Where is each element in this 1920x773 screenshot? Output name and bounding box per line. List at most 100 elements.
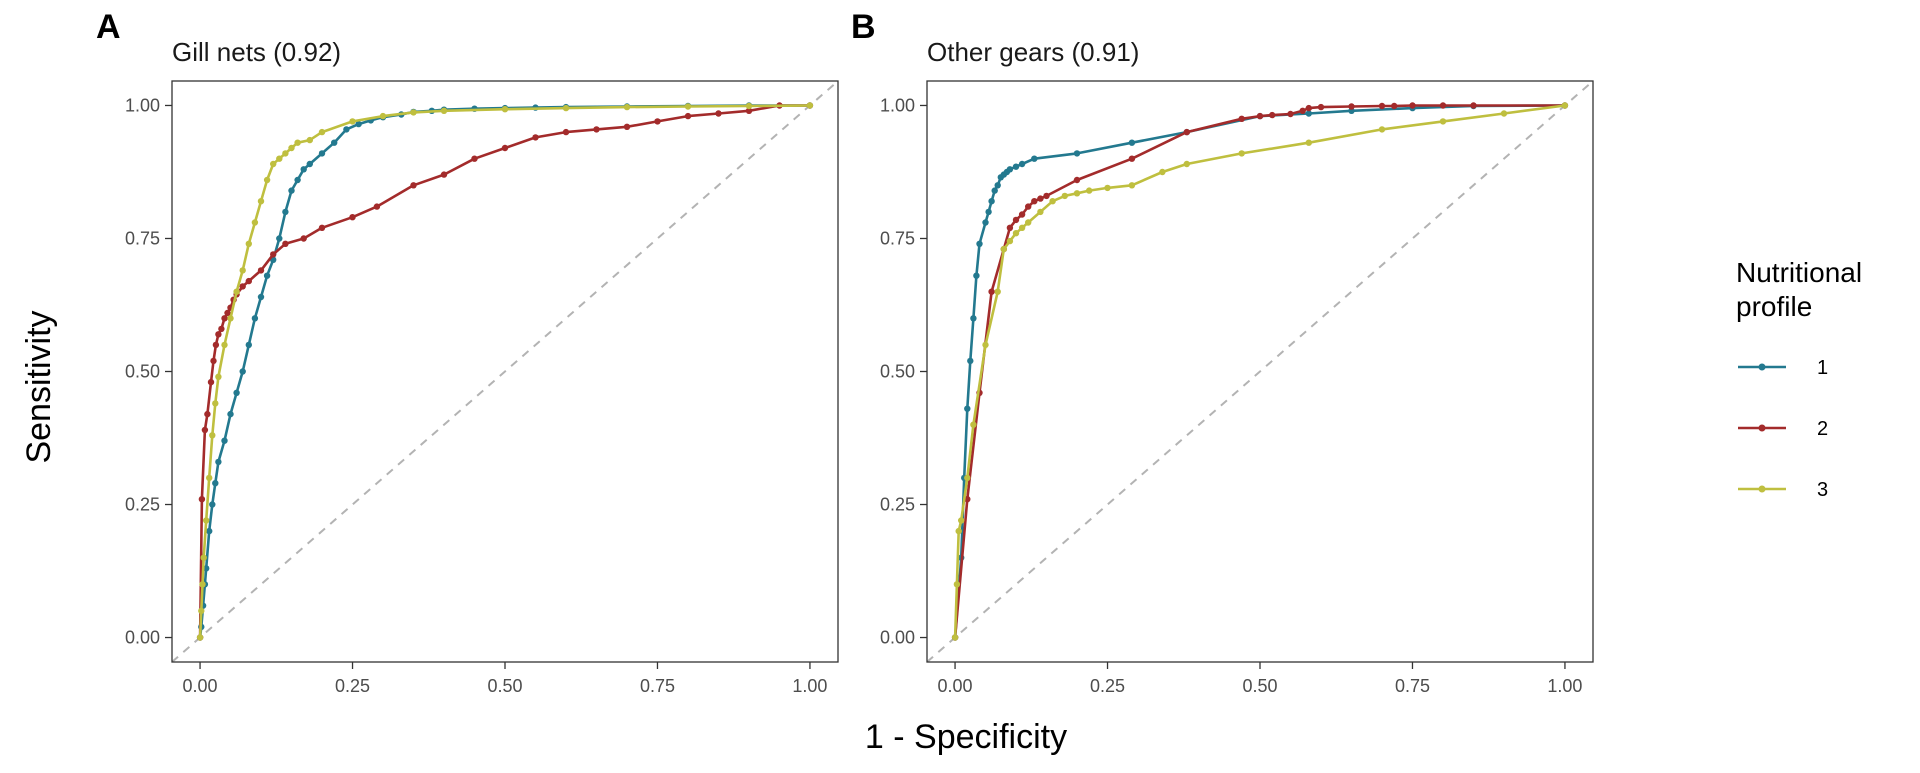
data-point-series-3 — [1049, 198, 1056, 205]
data-point-series-2 — [207, 378, 215, 386]
data-point-series-3 — [318, 128, 326, 136]
data-point-series-3 — [1183, 160, 1191, 168]
data-point-series-2 — [373, 203, 381, 210]
data-point-series-3 — [349, 118, 356, 125]
data-point-series-2 — [684, 112, 692, 120]
data-point-series-2 — [1348, 103, 1355, 110]
data-point-series-2 — [221, 315, 228, 322]
legend-label: 1 — [1817, 357, 1828, 379]
y-tick-label: 1.00 — [125, 95, 160, 115]
data-point-series-3 — [1305, 139, 1313, 146]
data-point-series-3 — [212, 400, 219, 407]
data-point-series-1 — [212, 480, 219, 487]
data-point-series-1 — [206, 527, 213, 535]
y-axis-title: Sensitivity — [20, 310, 58, 463]
data-point-series-1 — [1006, 166, 1014, 173]
legend-label: 3 — [1817, 479, 1828, 501]
legend-item-2: 2 — [1738, 418, 1828, 440]
data-point-series-3 — [1073, 190, 1081, 197]
x-tick-label: 0.00 — [183, 676, 218, 696]
x-tick-label: 0.75 — [640, 676, 675, 696]
data-point-series-2 — [1031, 198, 1038, 205]
data-point-series-1 — [982, 219, 989, 226]
data-point-series-1 — [991, 187, 998, 194]
data-point-series-2 — [1018, 211, 1026, 218]
data-point-series-1 — [245, 341, 252, 349]
data-point-series-1 — [973, 272, 980, 279]
data-point-series-3 — [1500, 110, 1508, 117]
data-point-series-2 — [1037, 195, 1044, 202]
data-point-series-2 — [532, 134, 539, 141]
data-point-series-1 — [355, 120, 362, 128]
data-point-series-1 — [988, 198, 995, 205]
x-tick-label: 0.50 — [1242, 676, 1277, 696]
data-point-series-2 — [1391, 102, 1398, 110]
legend-title-line-1: Nutritional — [1736, 257, 1862, 288]
data-point-series-2 — [440, 171, 448, 178]
data-point-series-2 — [215, 331, 222, 338]
data-point-series-1 — [994, 182, 1001, 189]
data-point-series-3 — [1000, 245, 1007, 253]
data-point-series-2 — [1439, 102, 1447, 109]
data-point-series-2 — [1470, 102, 1477, 109]
data-point-series-3 — [982, 341, 989, 349]
data-point-series-1 — [967, 357, 974, 365]
data-point-series-3 — [198, 607, 205, 615]
series-line-3 — [953, 104, 1566, 638]
x-tick-label: 1.00 — [1547, 676, 1582, 696]
data-point-series-3 — [623, 103, 631, 111]
data-point-series-2 — [1317, 103, 1325, 111]
panel-title: Other gears (0.91) — [927, 37, 1139, 67]
data-point-series-2 — [224, 309, 231, 317]
x-tick-label: 0.75 — [1395, 676, 1430, 696]
data-point-series-1 — [1073, 150, 1081, 157]
data-point-series-3 — [215, 373, 222, 380]
data-point-series-2 — [239, 283, 246, 290]
data-point-series-3 — [199, 581, 206, 588]
data-point-series-1 — [276, 235, 283, 242]
data-point-series-2 — [245, 277, 252, 285]
data-point-series-2 — [593, 126, 600, 133]
panels-layer: A Gill nets (0.92) 0.00 0.25 0.50 0.75 1.00 0.0… — [96, 8, 1594, 696]
data-point-series-3 — [501, 106, 509, 113]
legend-key-point — [1758, 363, 1766, 371]
data-point-series-2 — [270, 251, 277, 258]
data-point-series-2 — [1073, 176, 1081, 184]
data-point-series-1 — [233, 389, 240, 396]
data-point-series-3 — [282, 150, 289, 157]
data-point-series-2 — [1238, 115, 1245, 123]
y-tick-label: 0.75 — [880, 228, 915, 248]
data-point-series-2 — [257, 267, 265, 274]
panel-letter: B — [851, 8, 876, 46]
data-point-series-3 — [379, 112, 387, 120]
data-point-series-3 — [288, 144, 295, 152]
data-point-series-3 — [953, 581, 961, 588]
x-axis-title: 1 - Specificity — [865, 718, 1067, 756]
x-tick-label: 0.50 — [487, 676, 522, 696]
data-point-series-3 — [745, 102, 753, 110]
data-point-series-3 — [227, 315, 234, 322]
legend-item-3: 3 — [1738, 479, 1828, 501]
data-point-series-3 — [440, 107, 448, 115]
legend-title-line-2: profile — [1736, 291, 1812, 322]
legend-items: 1 2 3 — [1738, 357, 1828, 501]
data-point-series-3 — [1378, 126, 1386, 133]
data-point-series-2 — [204, 410, 211, 418]
plot-area — [927, 81, 1593, 662]
data-point-series-3 — [970, 421, 977, 428]
data-point-series-3 — [1086, 187, 1093, 194]
data-point-series-2 — [1128, 155, 1136, 162]
data-point-series-3 — [209, 432, 216, 439]
data-point-series-3 — [245, 240, 252, 247]
data-point-series-2 — [300, 235, 307, 242]
data-point-series-1 — [331, 139, 338, 146]
data-point-series-2 — [1409, 102, 1416, 109]
data-point-series-1 — [970, 315, 977, 322]
data-point-series-3 — [684, 103, 692, 110]
reference-diagonal-line — [927, 81, 1593, 662]
data-point-series-2 — [210, 357, 217, 365]
data-point-series-2 — [218, 325, 225, 333]
data-point-series-3 — [955, 527, 962, 535]
data-point-series-3 — [1061, 192, 1069, 200]
data-point-series-1 — [1031, 155, 1038, 162]
